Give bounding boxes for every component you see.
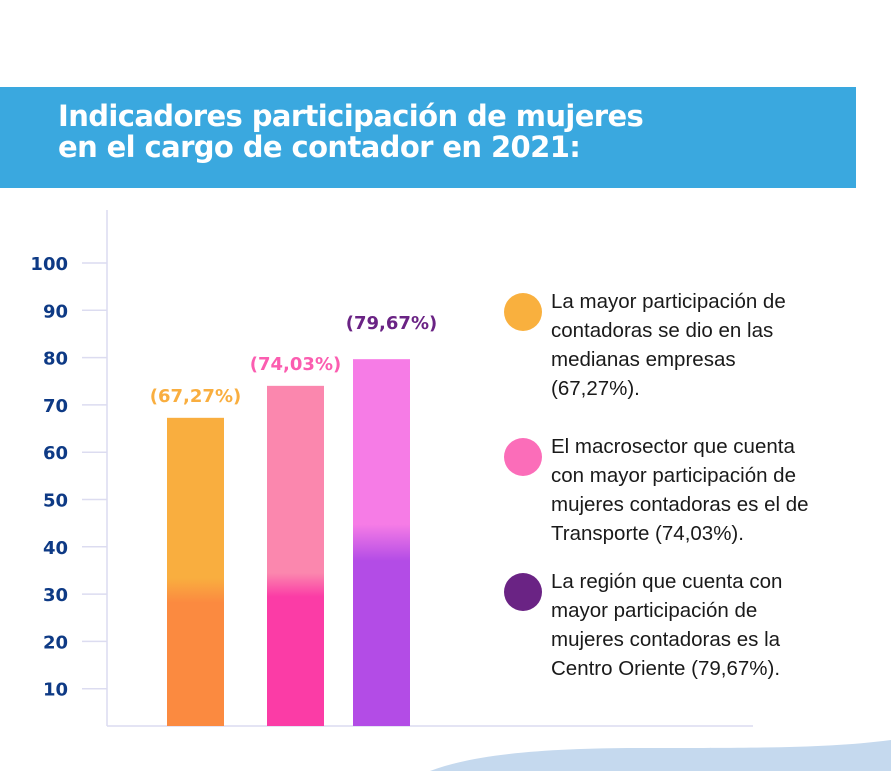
y-tick-label: 40 bbox=[43, 538, 68, 559]
y-ticks: 10 20 30 40 50 60 70 80 90 100 bbox=[30, 254, 107, 701]
orange-dot-icon bbox=[504, 293, 542, 331]
legend-text: La mayor participación de contadoras se … bbox=[551, 287, 891, 403]
y-tick-label: 20 bbox=[43, 632, 68, 653]
y-tick-label: 30 bbox=[43, 585, 68, 606]
bar-centro-oriente bbox=[353, 359, 410, 726]
legend-line: El macrosector que cuenta bbox=[551, 435, 795, 458]
chart-title: Indicadores participación de mujeres en … bbox=[58, 99, 644, 164]
legend-line: La mayor participación de bbox=[551, 290, 786, 313]
y-tick-label: 70 bbox=[43, 396, 68, 417]
title-banner: Indicadores participación de mujeres en … bbox=[0, 87, 856, 188]
legend-line: con mayor participación de bbox=[551, 464, 796, 487]
y-tick-label: 50 bbox=[43, 491, 68, 512]
y-tick-label: 10 bbox=[43, 680, 68, 701]
y-tick-label: 90 bbox=[43, 301, 68, 322]
legend-line: Transporte (74,03%). bbox=[551, 522, 744, 545]
title-line-2: en el cargo de contador en 2021: bbox=[58, 130, 581, 164]
data-label: (74,03%) bbox=[250, 354, 341, 375]
legend-line: mayor participación de bbox=[551, 599, 758, 622]
pink-dot-icon bbox=[504, 438, 542, 476]
bars bbox=[167, 359, 410, 726]
bar-medianas-empresas bbox=[167, 417, 224, 726]
legend-line: mujeres contadoras es la bbox=[551, 628, 781, 651]
y-tick-label: 100 bbox=[30, 254, 68, 275]
legend-line: mujeres contadoras es el de bbox=[551, 493, 809, 516]
data-label: (79,67%) bbox=[346, 313, 437, 334]
bar-transporte bbox=[267, 385, 324, 726]
y-tick-label: 80 bbox=[43, 349, 68, 370]
y-tick-label: 60 bbox=[43, 443, 68, 464]
purple-dot-icon bbox=[504, 573, 542, 611]
data-label: (67,27%) bbox=[150, 386, 241, 407]
legend-line: Centro Oriente (79,67%). bbox=[551, 657, 781, 680]
legend-line: contadoras se dio en las bbox=[551, 319, 774, 342]
title-line-1: Indicadores participación de mujeres bbox=[58, 99, 644, 133]
legend-text: El macrosector que cuenta con mayor part… bbox=[551, 432, 891, 548]
legend-line: La región que cuenta con bbox=[551, 570, 783, 593]
legend-line: (67,27%). bbox=[551, 377, 640, 400]
legend-text: La región que cuenta con mayor participa… bbox=[551, 567, 891, 683]
data-labels: (67,27%) (74,03%)(79,67%) bbox=[150, 313, 437, 407]
legend-line: medianas empresas bbox=[551, 348, 736, 371]
